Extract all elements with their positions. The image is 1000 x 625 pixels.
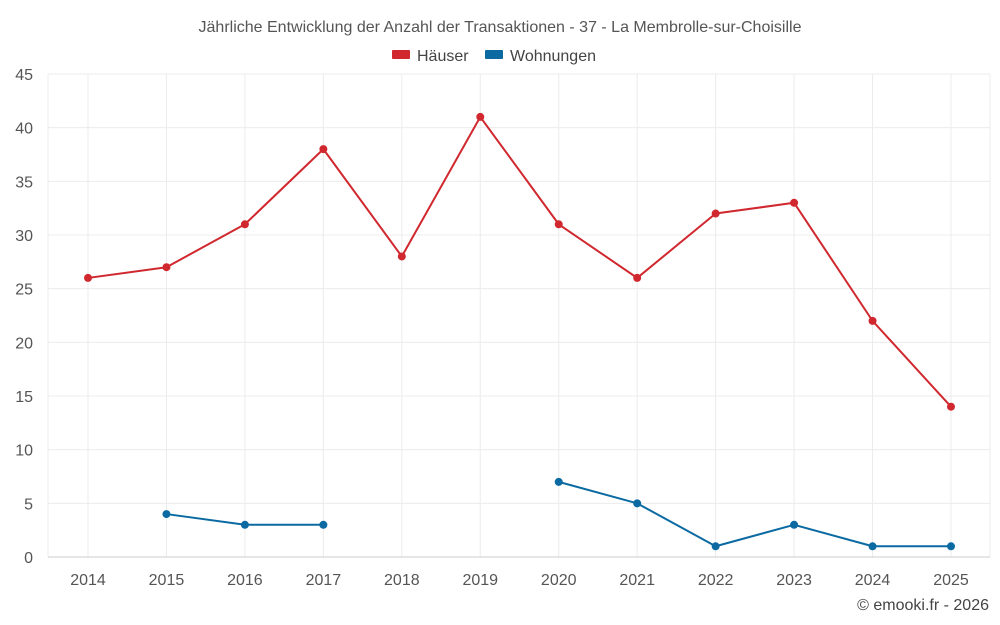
y-tick-label: 0 — [24, 550, 33, 567]
x-tick-label: 2021 — [619, 572, 655, 589]
data-point[interactable] — [554, 220, 563, 229]
data-point[interactable] — [947, 402, 955, 411]
y-tick-label: 20 — [15, 335, 33, 352]
legend-item[interactable]: Wohnungen — [485, 48, 596, 65]
chart-title: Jährliche Entwicklung der Anzahl der Tra… — [199, 19, 802, 36]
legend-label: Häuser — [417, 48, 469, 65]
x-axis: 2014 2015 2016 2017 2018 2019 2020 2021 2022 2023… — [70, 572, 969, 589]
y-tick-label: 40 — [15, 121, 33, 138]
y-tick-label: 5 — [24, 496, 33, 513]
data-point[interactable] — [554, 477, 563, 486]
y-axis: 0 5 10 15 20 25 30 35 40 45 — [15, 67, 33, 567]
data-point[interactable] — [790, 520, 799, 529]
data-point[interactable] — [868, 542, 877, 551]
series — [84, 112, 955, 551]
data-point[interactable] — [790, 198, 799, 207]
data-point[interactable] — [319, 520, 328, 529]
data-point[interactable] — [947, 542, 955, 551]
series-line — [558, 480, 951, 548]
y-tick-label: 25 — [15, 282, 33, 299]
y-tick-label: 45 — [15, 67, 33, 84]
x-tick-label: 2015 — [149, 572, 185, 589]
data-point[interactable] — [711, 542, 720, 551]
data-point[interactable] — [162, 510, 171, 519]
data-point[interactable] — [633, 273, 642, 282]
x-tick-label: 2016 — [227, 572, 263, 589]
data-point[interactable] — [476, 112, 485, 121]
grid — [47, 73, 991, 558]
data-point[interactable] — [868, 316, 877, 325]
data-point[interactable] — [711, 209, 720, 218]
data-point[interactable] — [633, 499, 642, 508]
credit-text: © emooki.fr - 2026 — [857, 597, 989, 614]
x-tick-label: 2024 — [855, 572, 891, 589]
x-tick-label: 2018 — [384, 572, 420, 589]
legend: Häuser Wohnungen — [392, 48, 596, 65]
series-line — [87, 115, 952, 408]
x-tick-label: 2019 — [462, 572, 498, 589]
legend-label: Wohnungen — [510, 48, 596, 65]
y-tick-label: 10 — [15, 443, 33, 460]
legend-swatch — [392, 50, 410, 59]
data-point[interactable] — [162, 263, 171, 272]
legend-swatch — [485, 50, 503, 59]
data-point[interactable] — [397, 252, 406, 261]
data-point[interactable] — [319, 145, 328, 154]
x-tick-label: 2023 — [776, 572, 812, 589]
x-tick-label: 2017 — [306, 572, 342, 589]
data-point[interactable] — [240, 220, 249, 229]
data-point[interactable] — [84, 273, 92, 282]
data-point[interactable] — [240, 520, 249, 529]
y-tick-label: 30 — [15, 228, 33, 245]
x-tick-label: 2014 — [70, 572, 106, 589]
series-1 — [162, 477, 955, 551]
y-tick-label: 35 — [15, 174, 33, 191]
legend-item[interactable]: Häuser — [392, 48, 469, 65]
x-tick-label: 2025 — [933, 572, 969, 589]
series-0 — [84, 112, 955, 411]
x-tick-label: 2020 — [541, 572, 577, 589]
y-tick-label: 15 — [15, 389, 33, 406]
x-tick-label: 2022 — [698, 572, 734, 589]
